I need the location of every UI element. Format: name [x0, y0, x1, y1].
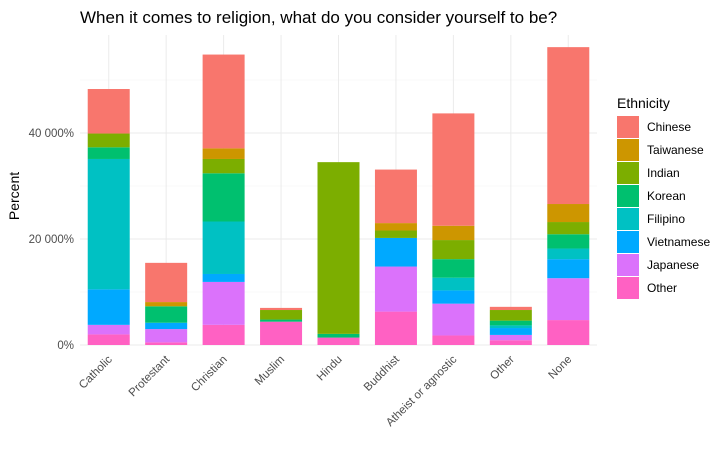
bar-segment-other-catholic	[87, 334, 130, 345]
legend-swatch-other	[617, 277, 639, 299]
bar-segment-japanese-christian	[202, 281, 245, 325]
legend-label-chinese: Chinese	[647, 120, 691, 134]
legend-swatch-vietnamese	[617, 231, 639, 253]
bar-segment-vietnamese-buddhist	[374, 237, 417, 267]
bar-segment-other-christian	[202, 324, 245, 345]
legend-swatch-korean	[617, 185, 639, 207]
bar-segment-korean-christian	[202, 173, 245, 222]
bar-segment-other-none	[547, 320, 590, 345]
bars	[87, 47, 590, 345]
x-tick-label: Muslim	[253, 354, 287, 388]
bar-segment-indian-christian	[202, 158, 245, 174]
bar-segment-chinese-protestant	[145, 262, 188, 303]
bar-segment-chinese-other	[489, 306, 532, 311]
bar-segment-korean-other	[489, 320, 532, 326]
bar-segment-indian-atheist-or-agnostic	[432, 240, 475, 260]
bar-segment-filipino-christian	[202, 221, 245, 274]
bar-segment-korean-hindu	[317, 333, 360, 338]
bar-segment-other-hindu	[317, 337, 360, 345]
bar-segment-indian-buddhist	[374, 230, 417, 238]
bar-segment-filipino-other	[489, 325, 532, 329]
legend-swatch-japanese	[617, 254, 639, 276]
bar-segment-japanese-atheist-or-agnostic	[432, 303, 475, 336]
x-tick-label: Buddhist	[362, 353, 403, 394]
bar-segment-korean-catholic	[87, 147, 130, 159]
bar-segment-chinese-catholic	[87, 89, 130, 134]
bar-segment-japanese-catholic	[87, 324, 130, 335]
bar-segment-korean-protestant	[145, 306, 188, 323]
x-tick-label: Other	[488, 354, 517, 383]
bar-segment-indian-hindu	[317, 162, 360, 334]
legend-swatch-indian	[617, 162, 639, 184]
legend-swatch-chinese	[617, 116, 639, 138]
bar-segment-korean-none	[547, 234, 590, 249]
x-tick-label: Protestant	[127, 353, 173, 399]
legend-label-other: Other	[647, 281, 677, 295]
bar-segment-filipino-catholic	[87, 158, 130, 290]
legend-swatch-filipino	[617, 208, 639, 230]
bar-segment-taiwanese-christian	[202, 148, 245, 159]
y-axis-tick-labels: 0% 20 000% 40 000%	[29, 128, 74, 352]
bar-segment-taiwanese-atheist-or-agnostic	[432, 225, 475, 241]
bar-segment-japanese-none	[547, 278, 590, 321]
x-tick-label: Christian	[189, 354, 230, 395]
bar-segment-filipino-atheist-or-agnostic	[432, 277, 475, 291]
bar-segment-vietnamese-none	[547, 259, 590, 279]
bar-segment-japanese-protestant	[145, 329, 188, 343]
legend-label-japanese: Japanese	[647, 258, 699, 272]
legend: Ethnicity Chinese Taiwanese Indian Korean Fi…	[617, 95, 710, 299]
legend-label-filipino: Filipino	[647, 212, 685, 226]
bar-segment-other-muslim	[260, 321, 303, 345]
legend-label-vietnamese: Vietnamese	[647, 235, 710, 249]
bar-segment-indian-other	[489, 310, 532, 321]
legend-title: Ethnicity	[617, 95, 670, 111]
chart-title: When it comes to religion, what do you c…	[80, 8, 557, 27]
legend-label-taiwanese: Taiwanese	[647, 143, 704, 157]
bar-segment-other-atheist-or-agnostic	[432, 335, 475, 345]
bar-segment-vietnamese-protestant	[145, 322, 188, 330]
bar-segment-vietnamese-atheist-or-agnostic	[432, 290, 475, 304]
bar-segment-vietnamese-catholic	[87, 289, 130, 325]
bar-segment-taiwanese-protestant	[145, 302, 188, 307]
bar-segment-chinese-buddhist	[374, 169, 417, 224]
x-axis-tick-labels: Catholic Protestant Christian Muslim Hindu Bu…	[77, 353, 574, 429]
bar-segment-japanese-buddhist	[374, 266, 417, 312]
bar-segment-japanese-other	[489, 334, 532, 341]
bar-segment-indian-muslim	[260, 310, 303, 320]
legend-swatch-taiwanese	[617, 139, 639, 161]
bar-segment-taiwanese-none	[547, 204, 590, 223]
legend-label-korean: Korean	[647, 189, 686, 203]
bar-segment-other-buddhist	[374, 311, 417, 345]
bar-segment-vietnamese-christian	[202, 273, 245, 282]
bar-segment-indian-catholic	[87, 133, 130, 148]
bar-segment-chinese-none	[547, 47, 590, 205]
y-tick-label: 20 000%	[29, 234, 74, 246]
bar-segment-taiwanese-buddhist	[374, 223, 417, 231]
bar-segment-chinese-christian	[202, 54, 245, 149]
bar-segment-other-other	[489, 340, 532, 345]
bar-segment-chinese-atheist-or-agnostic	[432, 113, 475, 226]
bar-segment-filipino-none	[547, 248, 590, 260]
y-tick-label: 40 000%	[29, 128, 74, 140]
bar-segment-indian-none	[547, 222, 590, 235]
y-axis-title: Percent	[6, 172, 22, 220]
bar-segment-korean-muslim	[260, 319, 303, 322]
bar-segment-chinese-muslim	[260, 307, 303, 311]
legend-label-indian: Indian	[647, 166, 680, 180]
x-tick-label: None	[546, 354, 574, 382]
y-tick-label: 0%	[57, 340, 74, 352]
x-tick-label: Catholic	[77, 353, 115, 391]
bar-segment-vietnamese-other	[489, 328, 532, 335]
bar-segment-other-protestant	[145, 342, 188, 345]
bar-segment-korean-atheist-or-agnostic	[432, 259, 475, 278]
x-tick-label: Hindu	[315, 354, 345, 384]
